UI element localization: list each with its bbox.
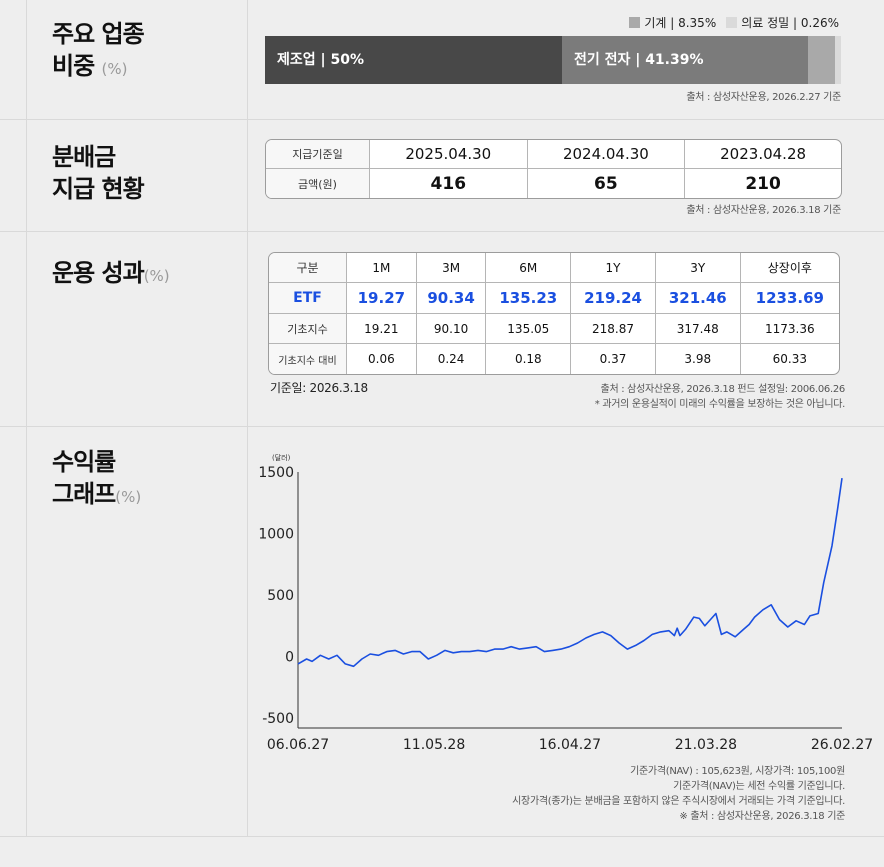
performance-title-unit: (%) — [143, 267, 170, 285]
perf-row-label-etf: ETF — [269, 283, 347, 314]
legend-label: 기계 | 8.35% — [644, 16, 717, 30]
sector-legend-item: 의료 정밀 | 0.26% — [726, 14, 839, 31]
perf-diff-value: 0.06 — [347, 344, 417, 374]
dividend-amount: 210 — [745, 173, 781, 194]
sector-bar-segment — [807, 36, 836, 84]
perf-etf-value: 90.34 — [416, 283, 487, 314]
sector-bar-segment: 전기 전자 | 41.39% — [561, 36, 808, 84]
dividend-date: 2023.04.28 — [685, 140, 841, 169]
row-divider — [0, 836, 884, 837]
performance-disclaimer: * 과거의 운용실적이 미래의 수익률을 보장하는 것은 아닙니다. — [594, 399, 846, 410]
perf-etf-value: 219.24 — [571, 283, 656, 314]
perf-index-value: 135.05 — [486, 314, 572, 344]
y-tick-label: -500 — [262, 711, 294, 727]
chart-note: 기준가격(NAV)는 세전 수익률 기준입니다. — [673, 781, 845, 792]
chart-title-line2: 그래프 — [52, 480, 116, 508]
y-axis-unit-label: (달러) — [272, 453, 291, 462]
dividend-section-title: 분배금 지급 현황 — [52, 141, 145, 205]
row-divider — [0, 231, 884, 232]
row-divider — [0, 119, 884, 120]
legend-swatch — [726, 17, 738, 28]
perf-header: 상장이후 — [740, 253, 839, 283]
x-tick-label: 21.03.28 — [675, 737, 737, 753]
sector-bar-segment: 제조업 | 50% — [265, 36, 562, 84]
perf-diff-value: 3.98 — [656, 344, 741, 374]
chart-title-line1: 수익률 — [52, 448, 116, 476]
y-tick-label: 1000 — [258, 527, 294, 543]
dividend-date-label: 지급기준일 — [266, 140, 370, 169]
chart-section-title: 수익률 그래프(%) — [52, 446, 141, 513]
dividend-date: 2025.04.30 — [370, 140, 528, 169]
sector-title-line2: 비중 — [52, 52, 95, 80]
perf-header: 구분 — [269, 253, 347, 283]
performance-base-date: 기준일: 2026.3.18 — [270, 381, 368, 395]
sector-source: 출처 : 삼성자산운용, 2026.2.27 기준 — [686, 92, 841, 103]
y-tick-label: 0 — [285, 650, 294, 666]
dividend-source: 출처 : 삼성자산운용, 2026.3.18 기준 — [686, 205, 841, 216]
perf-index-value: 218.87 — [571, 314, 656, 344]
dividend-amount: 416 — [370, 169, 528, 198]
perf-index-value: 317.48 — [655, 314, 741, 344]
x-tick-label: 11.05.28 — [403, 737, 465, 753]
label-divider — [247, 0, 248, 837]
chart-note: 시장가격(종가)는 분배금을 포함하지 않은 주식시장에서 거래되는 가격 기준… — [512, 796, 845, 807]
perf-diff-value: 0.37 — [571, 344, 656, 374]
y-tick-label: 1500 — [258, 465, 294, 481]
sector-title-line1: 주요 업종 — [52, 20, 145, 48]
row-divider — [0, 426, 884, 427]
dividend-table: 지급기준일 2025.04.30 2024.04.30 2023.04.28 금… — [265, 139, 842, 199]
perf-row-label-index: 기초지수 — [269, 314, 347, 344]
perf-index-value: 90.10 — [416, 314, 487, 344]
left-divider — [26, 0, 27, 837]
dividend-title-line2: 지급 현황 — [52, 175, 145, 203]
return-series-line — [297, 477, 843, 668]
perf-header: 1M — [347, 253, 417, 283]
perf-header: 6M — [486, 253, 572, 283]
perf-header: 3Y — [655, 253, 741, 283]
perf-header: 1Y — [571, 253, 656, 283]
perf-diff-value: 0.18 — [486, 344, 572, 374]
performance-table: 구분 1M 3M 6M 1Y 3Y 상장이후 ETF 19.27 90.34 1… — [268, 252, 840, 375]
performance-title: 운용 성과 — [52, 259, 145, 287]
sector-section-title: 주요 업종 비중 (%) — [52, 18, 145, 85]
chart-note: 기준가격(NAV) : 105,623원, 시장가격: 105,100원 — [630, 766, 845, 777]
y-tick-label: 500 — [267, 588, 294, 604]
performance-source: 출처 : 삼성자산운용, 2026.3.18 펀드 설정일: 2006.06.2… — [600, 384, 846, 395]
chart-note: ※ 출처 : 삼성자산운용, 2026.3.18 기준 — [679, 811, 845, 822]
perf-diff-value: 60.33 — [772, 352, 807, 366]
x-tick-label: 26.02.27 — [811, 737, 873, 753]
perf-row-label-diff: 기초지수 대비 — [269, 344, 347, 374]
perf-header: 3M — [416, 253, 487, 283]
perf-diff-value: 0.24 — [417, 344, 487, 374]
dividend-amount: 65 — [528, 169, 686, 198]
sector-legend-item: 기계 | 8.35% — [629, 14, 716, 31]
perf-etf-value: 19.27 — [347, 283, 417, 314]
sector-weight-bar: 제조업 | 50% 전기 전자 | 41.39% — [265, 36, 841, 84]
chart-title-unit: (%) — [115, 488, 142, 506]
performance-section-title: 운용 성과(%) — [52, 257, 170, 292]
perf-etf-value: 1233.69 — [740, 283, 839, 314]
x-tick-label: 06.06.27 — [267, 737, 329, 753]
sector-title-unit: (%) — [101, 60, 128, 78]
perf-index-value: 1173.36 — [740, 314, 839, 344]
dividend-date: 2024.04.30 — [527, 140, 686, 169]
legend-swatch — [629, 17, 641, 28]
perf-etf-value: 135.23 — [486, 283, 572, 314]
sector-bar-segment — [835, 36, 841, 84]
sector-legend: 기계 | 8.35% 의료 정밀 | 0.26% — [629, 14, 839, 31]
perf-etf-value: 321.46 — [655, 283, 741, 314]
dividend-title-line1: 분배금 — [52, 143, 116, 171]
legend-label: 의료 정밀 | 0.26% — [741, 16, 839, 30]
dividend-amount-label: 금액(원) — [266, 169, 370, 198]
perf-index-value: 19.21 — [347, 314, 417, 344]
x-tick-label: 16.04.27 — [539, 737, 601, 753]
